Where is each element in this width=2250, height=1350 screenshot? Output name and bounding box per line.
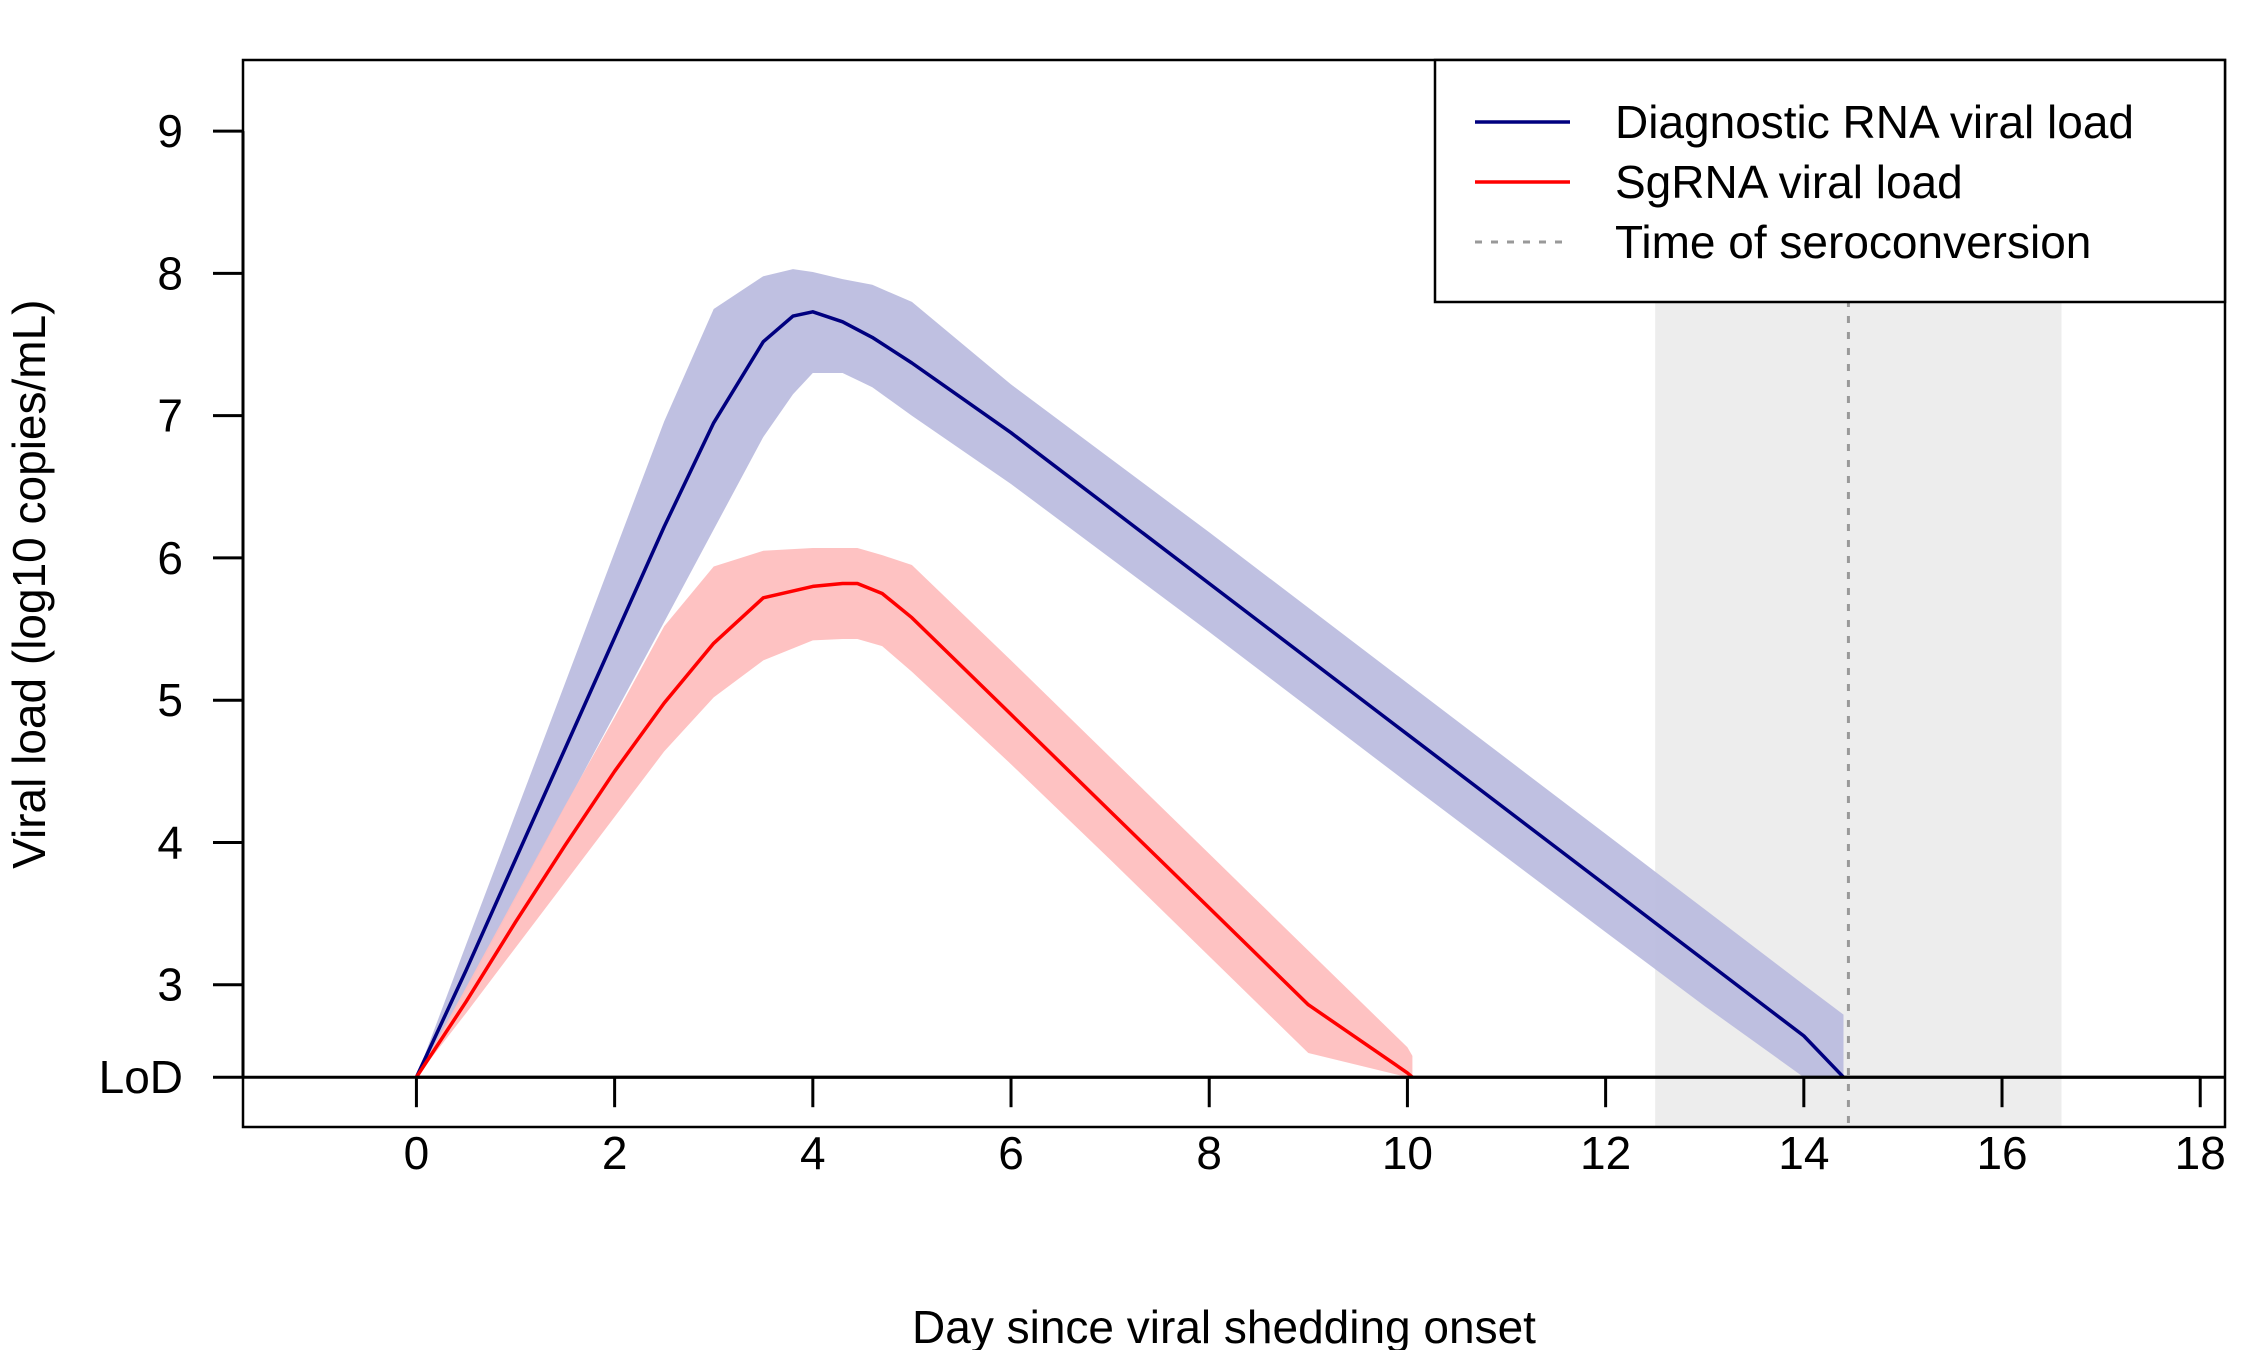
x-tick-label-0: 0 bbox=[404, 1127, 430, 1179]
x-tick-label-14: 14 bbox=[1778, 1127, 1829, 1179]
legend-label-seroconversion: Time of seroconversion bbox=[1615, 216, 2091, 268]
x-axis-title: Day since viral shedding onset bbox=[912, 1301, 1536, 1350]
x-tick-label-6: 6 bbox=[998, 1127, 1024, 1179]
y-tick-label-9: 9 bbox=[157, 105, 183, 157]
x-tick-label-8: 8 bbox=[1196, 1127, 1222, 1179]
x-tick-label-12: 12 bbox=[1580, 1127, 1631, 1179]
x-tick-label-18: 18 bbox=[2175, 1127, 2226, 1179]
y-tick-label-3: 3 bbox=[157, 959, 183, 1011]
legend-label-diagnostic-rna: Diagnostic RNA viral load bbox=[1615, 96, 2134, 148]
y-axis-title: Viral load (log10 copies/mL) bbox=[3, 299, 55, 868]
legend-label-sgrna: SgRNA viral load bbox=[1615, 156, 1963, 208]
x-tick-label-4: 4 bbox=[800, 1127, 826, 1179]
x-tick-label-10: 10 bbox=[1382, 1127, 1433, 1179]
y-tick-label-5: 5 bbox=[157, 674, 183, 726]
y-axis: LoD 3 4 5 6 7 8 9 bbox=[99, 105, 245, 1103]
y-tick-label-LoD: LoD bbox=[99, 1051, 183, 1103]
y-tick-label-4: 4 bbox=[157, 816, 183, 868]
y-tick-label-6: 6 bbox=[157, 532, 183, 584]
x-axis: 0 2 4 6 8 10 12 14 16 18 bbox=[404, 1075, 2226, 1179]
diagnostic-rna-line bbox=[414, 310, 1845, 1079]
legend: Diagnostic RNA viral load SgRNA viral lo… bbox=[1433, 58, 2227, 304]
x-tick-label-16: 16 bbox=[1976, 1127, 2027, 1179]
y-tick-label-8: 8 bbox=[157, 247, 183, 299]
sgrna-line bbox=[414, 581, 1414, 1079]
sgrna-ci-band bbox=[416, 548, 1413, 1078]
diagnostic-rna-ci-band bbox=[416, 269, 1844, 1078]
y-tick-label-7: 7 bbox=[157, 390, 183, 442]
x-tick-label-2: 2 bbox=[602, 1127, 628, 1179]
